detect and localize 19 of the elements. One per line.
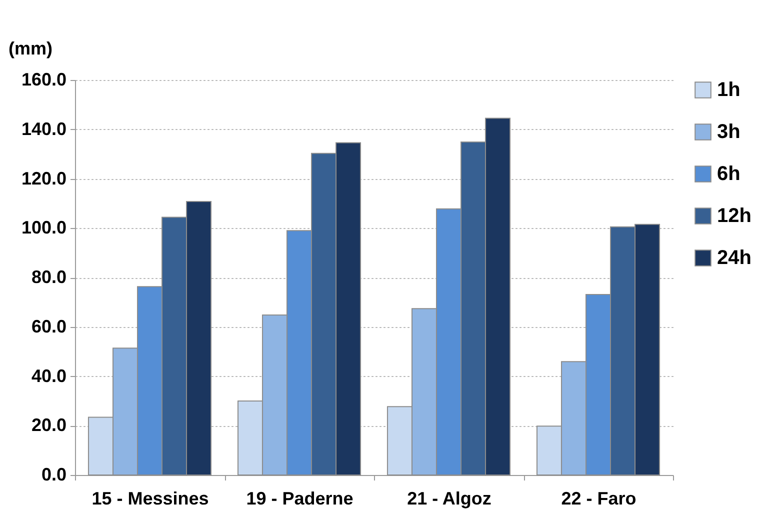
y-tick-label: 40.0 <box>31 366 66 386</box>
x-tick-label: 15 - Messines <box>92 488 209 508</box>
x-tick-label: 22 - Faro <box>561 488 636 508</box>
x-tick-label: 21 - Algoz <box>407 488 492 508</box>
y-tick-label: 140.0 <box>21 118 66 139</box>
y-tick-label: 20.0 <box>31 415 66 436</box>
y-tick-label: 80.0 <box>31 267 66 287</box>
y-tick-label: 60.0 <box>31 316 66 336</box>
legend-label: 1h <box>717 79 740 101</box>
legend-label: 12h <box>717 205 752 227</box>
legend-label: 24h <box>717 247 752 269</box>
y-tick-label: 160.0 <box>21 70 66 90</box>
x-tick-label: 19 - Paderne <box>246 488 354 508</box>
y-tick-label: 120.0 <box>21 168 66 188</box>
legend-label: 3h <box>717 121 740 143</box>
legend-label: 6h <box>717 163 740 185</box>
y-tick-label: 0.0 <box>41 464 66 484</box>
y-tick-label: 100.0 <box>21 218 66 238</box>
y-axis-title: (mm) <box>8 38 53 58</box>
